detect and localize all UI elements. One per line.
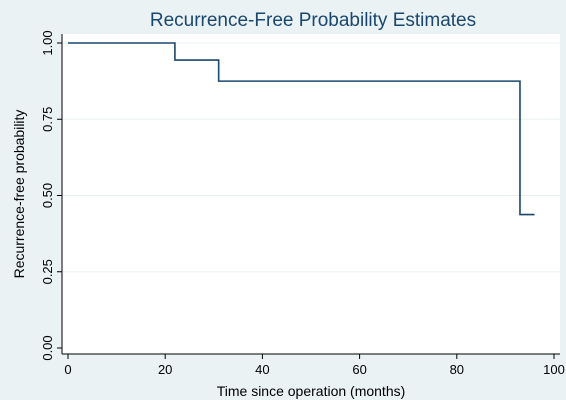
x-tick-label: 80 bbox=[450, 362, 464, 377]
y-axis-label: Recurrence-free probability bbox=[11, 110, 27, 279]
x-axis-label: Time since operation (months) bbox=[217, 383, 406, 399]
y-tick-label: 1.00 bbox=[40, 30, 55, 55]
plot-area bbox=[62, 34, 560, 354]
y-tick-label: 0.75 bbox=[40, 107, 55, 132]
y-tick-label: 0.25 bbox=[40, 259, 55, 284]
x-tick-label: 0 bbox=[64, 362, 71, 377]
survival-step-line bbox=[68, 42, 535, 216]
x-tick-label: 40 bbox=[255, 362, 269, 377]
y-ticks: 0.00 0.25 0.50 0.75 1.00 bbox=[40, 30, 62, 361]
chart-title: Recurrence-Free Probability Estimates bbox=[150, 10, 476, 31]
x-tick-label: 20 bbox=[158, 362, 172, 377]
x-tick-label: 100 bbox=[543, 362, 565, 377]
x-tick-label: 60 bbox=[352, 362, 366, 377]
y-tick-label: 0.00 bbox=[40, 335, 55, 360]
x-ticks: 0 20 40 60 80 100 bbox=[64, 354, 565, 377]
series-layer bbox=[68, 42, 535, 216]
y-tick-label: 0.50 bbox=[40, 183, 55, 208]
